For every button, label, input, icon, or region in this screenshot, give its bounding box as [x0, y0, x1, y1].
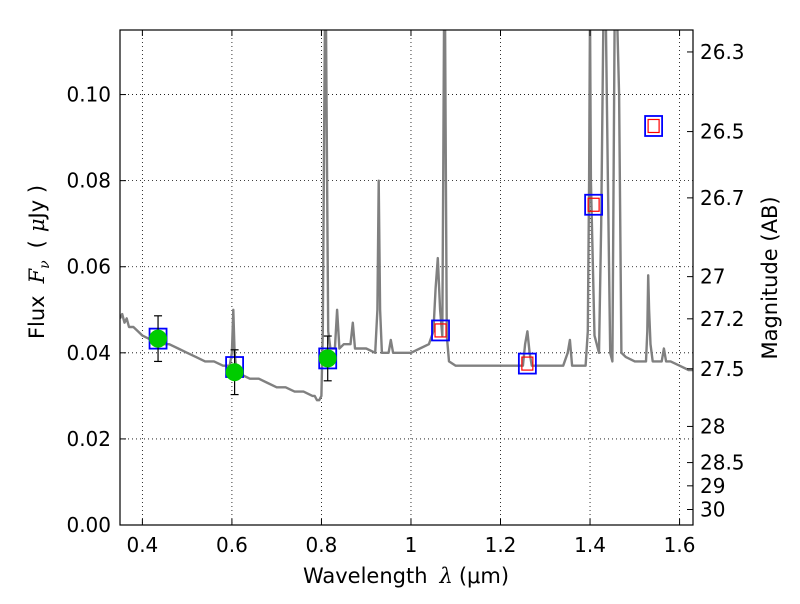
- x-tick-label: 0.6: [216, 533, 248, 557]
- predicted-marker: [521, 356, 534, 371]
- y2-tick-label: 27.2: [700, 307, 745, 331]
- y-tick-label: 0.08: [66, 169, 111, 193]
- predicted-marker: [587, 197, 600, 212]
- y2-tick-label: 26.3: [700, 40, 745, 64]
- x-tick-label: 0.8: [306, 533, 338, 557]
- x-tick-label: 1: [405, 533, 418, 557]
- model-photometry-marker: [584, 193, 604, 216]
- y2-tick-label: 28.5: [700, 451, 745, 475]
- ticks: 0.4 0.6 0.8 1 1.2 1.4 1.6 0.00 0.02 0.04 0.06 0.08 0…: [66, 30, 745, 557]
- x-tick-label: 1.6: [664, 533, 696, 557]
- y2-tick-label: 27.5: [700, 357, 745, 381]
- observed-point: [149, 329, 168, 348]
- x-tick-label: 1.2: [485, 533, 517, 557]
- y-tick-label: 0.10: [66, 83, 111, 107]
- observed-point: [318, 349, 337, 368]
- observed-point: [225, 363, 244, 382]
- model-photometry-marker: [644, 115, 664, 137]
- y2-tick-label: 29: [700, 474, 725, 498]
- y2-tick-label: 26.5: [700, 120, 745, 144]
- y-tick-label: 0.00: [66, 513, 111, 537]
- x-tick-label: 0.4: [126, 533, 158, 557]
- y-tick-label: 0.04: [66, 341, 111, 365]
- y2-tick-label: 26.7: [700, 186, 745, 210]
- y-tick-label: 0.02: [66, 427, 111, 451]
- data-area: [120, 30, 693, 402]
- y-tick-label: 0.06: [66, 255, 111, 279]
- y2-tick-label: 30: [700, 498, 725, 522]
- x-axis-label: Wavelength λ (μm): [303, 564, 509, 588]
- y2-axis-label: Magnitude (AB): [758, 196, 782, 359]
- y2-tick-label: 28: [700, 414, 725, 438]
- spectrum-line: [120, 30, 693, 402]
- x-tick-label: 1.4: [574, 533, 606, 557]
- y-axis-label: FluxFν(μJy ): [25, 185, 53, 339]
- model-photometry-marker: [431, 319, 450, 342]
- grid: [120, 30, 693, 526]
- y2-tick-label: 27: [700, 265, 725, 289]
- predicted-marker: [434, 323, 447, 338]
- model-photometry-marker: [517, 352, 537, 375]
- predicted-marker: [647, 118, 660, 134]
- plot-frame: [119, 29, 694, 526]
